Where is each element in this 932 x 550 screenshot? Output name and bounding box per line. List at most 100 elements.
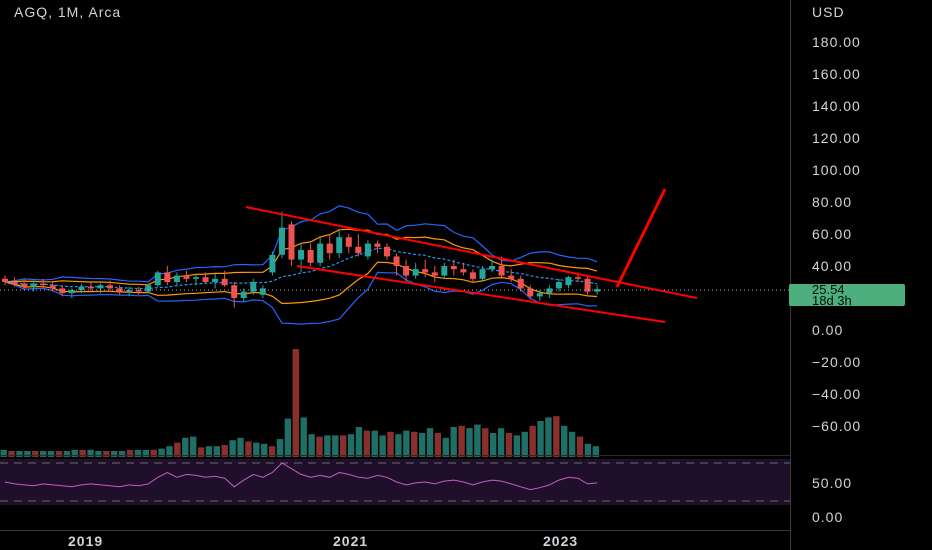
volume-bar [505, 433, 513, 457]
inner-lower-band [4, 261, 598, 305]
volume-bar [95, 451, 102, 457]
candle-body [555, 282, 562, 289]
volume-bar [332, 435, 339, 457]
lower-trendline[interactable] [296, 265, 666, 323]
volume-bar [411, 431, 418, 457]
chart-title: AGQ, 1M, Arca [14, 4, 121, 20]
rsi-tick-label: 0.00 [812, 509, 843, 525]
candle-body [345, 237, 352, 247]
candle-body [116, 288, 123, 292]
price-tick-label: −60.00 [812, 418, 861, 434]
upper-trendline[interactable] [245, 206, 698, 299]
volume-bar [39, 451, 47, 457]
volume-bar [379, 435, 386, 457]
candle-body [107, 285, 114, 289]
price-tick-label: 80.00 [812, 194, 852, 210]
volume-bar [268, 446, 276, 457]
breakout-arrow[interactable] [615, 188, 667, 288]
volume-bar [213, 446, 221, 457]
volume-bar [521, 431, 528, 457]
candle-body [393, 256, 400, 266]
volume-bar [300, 417, 307, 457]
candle-body [212, 278, 219, 282]
volume-bar [237, 437, 244, 457]
candle-body [21, 283, 28, 287]
volume-bar [63, 451, 71, 457]
volume-bar [513, 435, 521, 457]
candle-body [450, 266, 457, 270]
candle-body [145, 285, 152, 292]
volume-bar [553, 416, 560, 457]
volume-bar [111, 451, 118, 457]
candle-body [469, 272, 476, 279]
volume-bar [458, 425, 465, 457]
volume-bar [189, 436, 197, 457]
candle-body [278, 227, 285, 255]
volume-bar [576, 436, 584, 457]
volume-bar [292, 349, 299, 457]
price-axis[interactable]: 180.00 160.00 140.00 120.00 100.00 80.00 60.00… [812, 34, 861, 525]
rsi-line [4, 462, 598, 491]
candle-body [336, 237, 343, 254]
candlesticks [2, 211, 601, 308]
volume-bar [229, 440, 236, 457]
price-badge-countdown: 18d 3h [812, 293, 852, 308]
volume-bar [261, 443, 268, 457]
volume-bar [71, 449, 78, 457]
candle-body [193, 277, 199, 279]
volume-bar [529, 425, 536, 457]
price-tick-label: 160.00 [812, 66, 861, 82]
volume-bar [87, 449, 94, 457]
candle-body [355, 246, 362, 254]
price-tick-label: −40.00 [812, 386, 861, 402]
candle-body [78, 286, 85, 290]
candle-body [546, 288, 553, 294]
price-tick-label: 140.00 [812, 98, 861, 114]
volume-bar [363, 430, 371, 457]
candle-body [40, 283, 47, 286]
candle-body [326, 243, 333, 254]
volume-bar [355, 427, 363, 457]
volume-bar [482, 428, 489, 457]
price-tick-label: 40.00 [812, 258, 852, 274]
candle-body [202, 277, 209, 282]
year-label-2021: 2021 [333, 533, 368, 549]
price-tick-label: 180.00 [812, 34, 861, 50]
volume-bar [592, 446, 599, 457]
candle-body [384, 246, 390, 257]
year-label-2019: 2019 [68, 533, 103, 549]
volume-bar [182, 437, 189, 457]
volume-bar [561, 425, 568, 457]
candle-body [87, 286, 94, 289]
candle-body [135, 290, 142, 292]
price-tick-label: 60.00 [812, 226, 852, 242]
price-tick-label: 120.00 [812, 130, 861, 146]
outer-lower-band [4, 271, 598, 325]
trend-drawings[interactable] [245, 188, 698, 323]
candle-body [422, 269, 429, 273]
candle-body [317, 243, 324, 263]
volume-bar [166, 446, 173, 457]
volume-bar [24, 451, 31, 457]
candle-body [11, 282, 18, 284]
price-tick-label: −20.00 [812, 354, 861, 370]
candle-body [565, 277, 572, 286]
band-basis [4, 247, 598, 290]
candle-body [575, 277, 581, 279]
volume-bar [16, 451, 23, 457]
candle-body [536, 293, 543, 297]
volume-bar [134, 449, 142, 457]
candle-body [441, 266, 448, 276]
volume-bar [55, 451, 63, 457]
volume-bar [497, 428, 505, 457]
candle-body [97, 285, 104, 289]
candle-body [364, 243, 371, 257]
candle-body [250, 282, 257, 292]
candle-body [154, 272, 161, 286]
candle-body [2, 278, 8, 282]
candle-body [594, 289, 601, 292]
candle-body [126, 290, 133, 292]
year-label-2023: 2023 [543, 533, 578, 549]
candle-body [164, 272, 171, 282]
